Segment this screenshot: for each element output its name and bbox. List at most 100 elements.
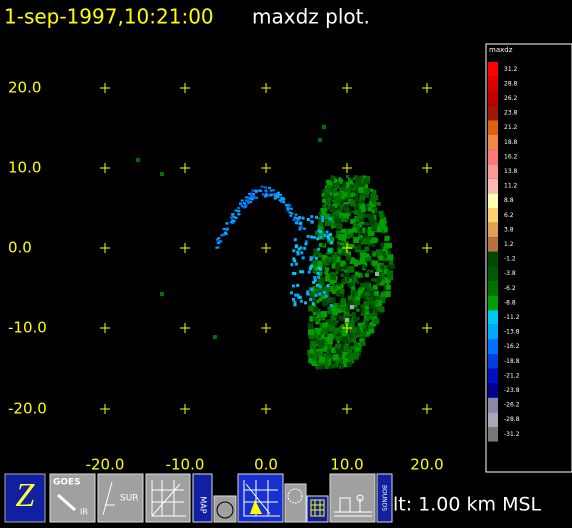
echo	[344, 204, 348, 207]
echo	[371, 224, 378, 231]
color-label: -28.8	[504, 416, 520, 423]
echo	[329, 279, 335, 285]
echo	[360, 274, 364, 278]
color-cell	[488, 76, 498, 92]
echo	[378, 306, 385, 313]
echo	[370, 188, 373, 192]
color-label: -13.8	[504, 329, 520, 336]
echo	[335, 347, 342, 354]
echo	[339, 289, 345, 294]
icon	[334, 494, 372, 517]
echo	[299, 246, 303, 250]
echo	[296, 283, 300, 287]
echo	[280, 196, 284, 199]
echo	[330, 347, 337, 354]
grid-cross	[180, 404, 190, 414]
echo	[329, 273, 336, 280]
color-label: 3.8	[504, 226, 514, 233]
sur-button[interactable]	[97, 473, 144, 523]
color-label: -23.8	[504, 387, 520, 394]
cross-button[interactable]	[237, 473, 284, 523]
echo	[329, 213, 333, 217]
echo	[310, 341, 316, 348]
map-button[interactable]	[192, 473, 213, 523]
echo	[243, 204, 247, 207]
echo	[326, 350, 330, 354]
echo	[254, 197, 258, 200]
echo	[318, 277, 324, 283]
echo	[354, 259, 360, 265]
echo	[341, 214, 345, 218]
echo	[307, 322, 314, 329]
bounds-label[interactable]: BOUNDS	[381, 485, 388, 511]
scene-button[interactable]	[329, 473, 376, 523]
echo	[215, 238, 219, 241]
echo	[293, 259, 297, 263]
echo	[344, 269, 348, 273]
echo	[358, 187, 365, 193]
sur-label[interactable]: SUR	[120, 494, 139, 504]
echo	[276, 191, 280, 194]
echo	[388, 275, 394, 281]
echo	[327, 193, 332, 198]
echo	[215, 246, 219, 249]
echo	[321, 216, 325, 219]
echo	[359, 335, 363, 339]
echo	[380, 228, 385, 233]
color-cell	[488, 412, 498, 427]
echo	[347, 300, 354, 307]
echo	[354, 271, 359, 276]
altitude-status: lt: 1.00 km MSL	[393, 494, 542, 516]
echo	[381, 251, 386, 256]
echo	[321, 218, 325, 222]
plot-name: maxdz plot.	[252, 5, 370, 29]
echo	[224, 231, 227, 234]
echo	[221, 234, 225, 236]
echo	[321, 193, 326, 198]
color-label: -18.8	[504, 358, 520, 365]
echo	[352, 177, 356, 181]
echo	[369, 322, 375, 328]
icon	[151, 480, 186, 517]
echo	[322, 204, 327, 209]
ir-label[interactable]: IR	[80, 508, 88, 517]
echo	[341, 268, 345, 272]
goes-label[interactable]: GOES	[53, 478, 81, 488]
echo	[383, 269, 389, 275]
echo	[304, 301, 308, 305]
echo	[329, 206, 336, 213]
echo	[347, 349, 353, 354]
echo	[318, 285, 322, 289]
echo	[341, 354, 347, 360]
echo	[338, 234, 345, 241]
echo	[319, 235, 323, 239]
z-label[interactable]: Z	[16, 477, 36, 514]
echo	[324, 363, 330, 369]
bounds-button[interactable]	[376, 473, 393, 523]
echo	[336, 182, 341, 187]
echo	[354, 197, 358, 201]
echo	[324, 199, 331, 206]
color-label: 21.2	[504, 124, 518, 131]
map-label[interactable]: MAP	[199, 496, 208, 513]
echo	[341, 329, 348, 336]
echo	[260, 185, 264, 188]
goes-button[interactable]	[49, 473, 96, 523]
echo	[292, 249, 296, 253]
echo	[313, 248, 320, 255]
echo	[375, 300, 382, 307]
echo	[331, 299, 336, 304]
z-button[interactable]	[4, 473, 46, 523]
echo	[352, 277, 358, 282]
echo	[313, 307, 319, 312]
color-label: 8.8	[504, 197, 514, 204]
radar-echoes	[136, 125, 395, 370]
echo	[373, 290, 379, 296]
echo	[286, 209, 290, 212]
echo	[332, 327, 339, 334]
echo	[368, 269, 372, 273]
echo	[320, 334, 325, 339]
echo	[362, 294, 368, 299]
echo	[275, 194, 279, 196]
echo	[340, 325, 347, 332]
